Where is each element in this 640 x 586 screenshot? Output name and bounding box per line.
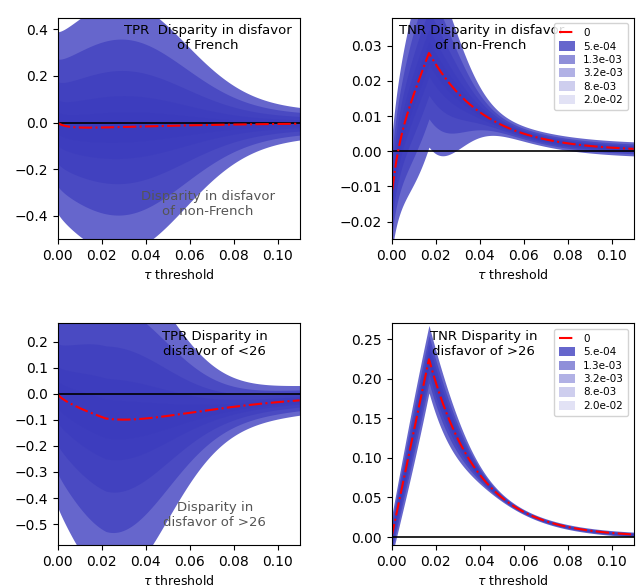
Text: TNR Disparity in
disfavor of >26: TNR Disparity in disfavor of >26: [430, 330, 538, 358]
X-axis label: $\tau$ threshold: $\tau$ threshold: [477, 268, 548, 282]
X-axis label: $\tau$ threshold: $\tau$ threshold: [477, 574, 548, 586]
Legend: 0, 5.e-04, 1.3e-03, 3.2e-03, 8.e-03, 2.0e-02: 0, 5.e-04, 1.3e-03, 3.2e-03, 8.e-03, 2.0…: [554, 23, 628, 110]
Legend: 0, 5.e-04, 1.3e-03, 3.2e-03, 8.e-03, 2.0e-02: 0, 5.e-04, 1.3e-03, 3.2e-03, 8.e-03, 2.0…: [554, 329, 628, 416]
Text: TPR Disparity in
disfavor of <26: TPR Disparity in disfavor of <26: [162, 330, 268, 358]
Text: TNR Disparity in disfavor
of non-French: TNR Disparity in disfavor of non-French: [399, 24, 564, 52]
Text: Disparity in
disfavor of >26: Disparity in disfavor of >26: [163, 500, 266, 529]
X-axis label: $\tau$ threshold: $\tau$ threshold: [143, 268, 214, 282]
Text: TPR  Disparity in disfavor
of French: TPR Disparity in disfavor of French: [124, 24, 292, 52]
Text: Disparity in disfavor
of non-French: Disparity in disfavor of non-French: [141, 190, 275, 219]
X-axis label: $\tau$ threshold: $\tau$ threshold: [143, 574, 214, 586]
